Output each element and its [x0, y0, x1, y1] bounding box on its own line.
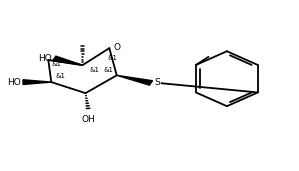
Text: &1: &1: [51, 61, 61, 67]
Text: &1: &1: [89, 67, 99, 73]
Polygon shape: [117, 75, 152, 85]
Polygon shape: [23, 80, 51, 84]
Text: O: O: [114, 43, 121, 52]
Polygon shape: [53, 56, 83, 65]
Text: &1: &1: [108, 55, 118, 61]
Text: HO: HO: [7, 78, 21, 87]
Text: HO: HO: [38, 54, 52, 63]
Text: OH: OH: [82, 115, 95, 124]
Text: &1: &1: [56, 73, 66, 79]
Text: &1: &1: [104, 67, 114, 73]
Text: S: S: [155, 78, 160, 87]
